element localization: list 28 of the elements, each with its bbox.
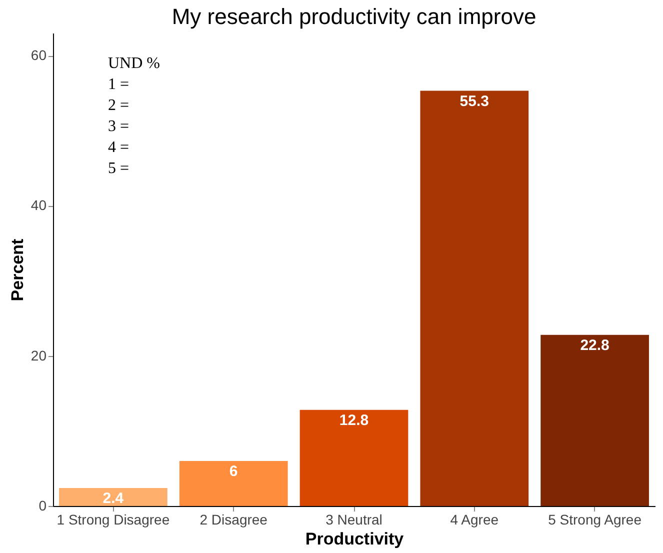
x-tick-label: 4 Agree <box>450 512 499 528</box>
x-tick-label: 5 Strong Agree <box>548 512 642 528</box>
y-tick-label: 60 <box>30 47 47 64</box>
chart-title: My research productivity can improve <box>172 4 536 29</box>
annotation: UND % <box>108 55 160 72</box>
x-tick-label: 3 Neutral <box>326 512 382 528</box>
annotation: 1 = <box>108 76 130 93</box>
y-tick-label: 20 <box>30 347 47 364</box>
annotation: 4 = <box>108 139 130 156</box>
bar <box>59 488 168 506</box>
data-label: 6 <box>229 462 238 480</box>
bar <box>420 90 529 506</box>
x-tick-label: 1 Strong Disagree <box>56 512 170 528</box>
bar <box>300 410 408 506</box>
annotation: 5 = <box>108 160 130 177</box>
annotation: 3 = <box>108 118 130 135</box>
data-label: 22.8 <box>580 336 610 354</box>
data-label: 12.8 <box>339 412 369 429</box>
y-axis-title: Percent <box>8 238 27 302</box>
bar <box>179 460 288 506</box>
y-tick-label: 40 <box>30 197 47 214</box>
y-tick-label: 0 <box>38 498 47 514</box>
x-tick-label: 2 Disagree <box>200 512 268 528</box>
data-label: 55.3 <box>460 92 489 110</box>
bar <box>540 334 649 506</box>
annotation: 2 = <box>108 97 130 114</box>
x-axis-title: Productivity <box>305 530 404 548</box>
data-label: 2.4 <box>102 490 124 507</box>
